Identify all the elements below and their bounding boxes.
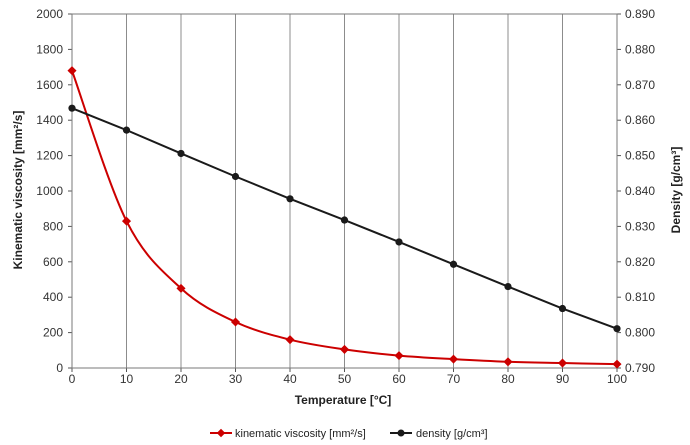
x-tick-label: 80 — [501, 372, 515, 386]
y-tick-label: 800 — [43, 219, 63, 233]
x-tick-label: 10 — [120, 372, 134, 386]
x-axis-title: Temperature [°C] — [295, 393, 392, 407]
data-point-density — [340, 216, 349, 224]
data-point-viscosity — [339, 344, 350, 354]
x-tick-label: 100 — [607, 372, 627, 386]
y2-tick-label: 0.820 — [625, 255, 655, 269]
legend-marker-viscosity — [216, 428, 226, 438]
data-point-viscosity — [394, 351, 404, 361]
y-tick-label: 200 — [43, 326, 63, 340]
x-tick-label: 40 — [283, 372, 297, 386]
legend: kinematic viscosity [mm²/s] density [g/c… — [210, 428, 488, 440]
data-point-density — [504, 282, 512, 291]
y2-tick-label: 0.860 — [625, 113, 655, 127]
y-tick-label: 600 — [43, 255, 63, 269]
y2-tick-label: 0.830 — [625, 219, 655, 233]
grid-layer — [126, 14, 563, 368]
y-axis-title: Kinematic viscosity [mm²/s] — [11, 111, 25, 270]
data-point-density — [395, 238, 403, 246]
legend-marker-density — [397, 429, 405, 437]
legend-label-density: density [g/cm³] — [416, 428, 488, 440]
data-point-viscosity — [557, 358, 568, 368]
label-layer: 0 10 20 30 40 50 60 70 80 90 100020040060080010001… — [36, 7, 655, 386]
legend-item-viscosity: kinematic viscosity [mm²/s] — [210, 428, 366, 440]
y2-tick-label: 0.840 — [625, 184, 655, 198]
series-line-viscosity — [71, 70, 618, 366]
y-tick-label: 1400 — [36, 113, 63, 127]
y-tick-label: 1200 — [36, 149, 63, 163]
y-tick-label: 0 — [56, 361, 63, 375]
data-point-viscosity — [121, 216, 132, 226]
y2-tick-label: 0.790 — [625, 361, 655, 375]
y2-tick-label: 0.890 — [625, 7, 655, 21]
x-tick-label: 20 — [174, 372, 188, 386]
y-tick-label: 1000 — [36, 184, 63, 198]
y2-tick-label: 0.850 — [625, 149, 655, 163]
data-point-density — [68, 104, 76, 112]
data-point-viscosity — [285, 335, 295, 345]
legend-label-viscosity: kinematic viscosity [mm²/s] — [235, 428, 366, 440]
y2-tick-label: 0.800 — [625, 326, 655, 340]
y-tick-label: 1800 — [36, 42, 63, 56]
y-tick-label: 1600 — [36, 78, 63, 92]
data-point-viscosity — [176, 283, 186, 293]
y2-tick-label: 0.880 — [625, 42, 655, 56]
data-point-viscosity — [503, 357, 513, 367]
legend-item-density: density [g/cm³] — [390, 428, 488, 440]
y2-tick-label: 0.870 — [625, 78, 655, 92]
data-point-viscosity — [448, 354, 459, 364]
x-tick-label: 90 — [556, 372, 570, 386]
x-tick-label: 50 — [338, 372, 352, 386]
plot-frame — [71, 13, 618, 369]
x-tick-label: 60 — [392, 372, 406, 386]
data-point-density — [613, 325, 621, 333]
data-point-viscosity — [612, 359, 622, 369]
y2-axis-title: Density [g/cm³] — [669, 147, 683, 234]
data-point-density — [558, 304, 567, 313]
data-point-density — [449, 260, 458, 268]
data-point-density — [286, 195, 294, 203]
data-point-density — [177, 149, 185, 158]
data-point-viscosity — [230, 317, 241, 327]
x-tick-label: 70 — [447, 372, 461, 386]
series-layer — [67, 66, 622, 369]
data-point-density — [122, 126, 131, 134]
x-tick-label: 30 — [229, 372, 243, 386]
axis-layer — [68, 13, 621, 372]
data-point-viscosity — [67, 66, 77, 76]
y-tick-label: 400 — [43, 290, 63, 304]
x-tick-label: 0 — [69, 372, 76, 386]
y2-tick-label: 0.810 — [625, 290, 655, 304]
y-tick-label: 2000 — [36, 7, 63, 21]
data-point-density — [231, 172, 240, 181]
